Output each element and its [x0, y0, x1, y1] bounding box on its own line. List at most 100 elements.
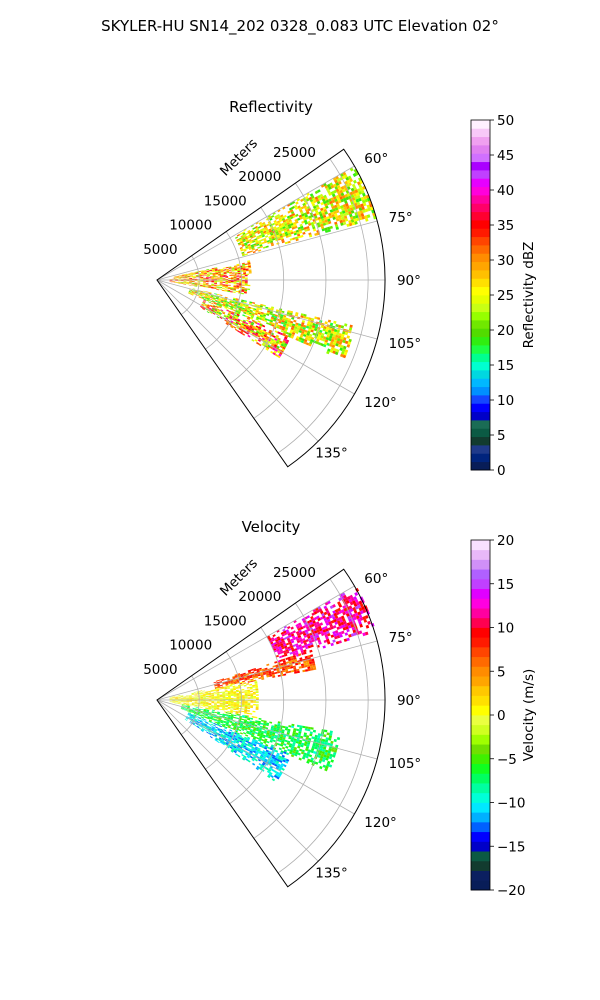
echo-cell	[206, 306, 210, 309]
echo-cell	[201, 296, 205, 299]
echo-cell	[261, 757, 266, 760]
echo-cell	[202, 292, 206, 295]
echo-cell	[318, 625, 322, 630]
echo-cell	[244, 308, 248, 311]
echo-cell	[270, 775, 274, 779]
echo-cell	[308, 659, 312, 663]
echo-cell	[303, 331, 308, 335]
echo-cell	[268, 750, 272, 754]
echo-cell	[214, 284, 217, 286]
echo-cell	[173, 278, 177, 279]
echo-cell	[281, 729, 285, 732]
echo-cell	[309, 731, 313, 735]
echo-cell	[252, 302, 256, 304]
echo-cell	[194, 711, 198, 713]
echo-cell	[305, 646, 309, 650]
echo-cell	[294, 734, 298, 738]
echo-cell	[225, 697, 229, 699]
echo-cell	[270, 242, 274, 245]
colorbar-swatch	[471, 461, 490, 471]
echo-cell	[257, 722, 261, 725]
echo-cell	[212, 298, 216, 300]
echo-cell	[259, 736, 263, 739]
echo-cell	[250, 244, 254, 247]
echo-cell	[240, 330, 244, 334]
echo-cell	[290, 640, 295, 644]
colorbar-swatch	[471, 637, 490, 648]
echo-cell	[357, 618, 361, 622]
echo-cell	[242, 697, 245, 699]
echo-cell	[297, 325, 301, 329]
echo-cell	[326, 755, 330, 759]
echo-cell	[194, 280, 198, 282]
echo-cell	[169, 701, 173, 703]
echo-cell	[282, 219, 286, 223]
echo-cell	[317, 639, 321, 643]
echo-cell	[251, 758, 255, 762]
echo-cell	[202, 301, 206, 303]
range-tick-label: 5000	[143, 242, 177, 258]
echo-cell	[174, 695, 178, 697]
echo-cell	[358, 607, 363, 612]
echo-cell	[191, 281, 195, 282]
echo-cell	[329, 732, 333, 736]
echo-cell	[169, 696, 173, 698]
echo-cell	[183, 284, 187, 285]
echo-cell	[180, 695, 184, 697]
echo-cell	[323, 194, 327, 199]
echo-cell	[264, 758, 268, 762]
echo-cell	[310, 665, 314, 669]
echo-cell	[266, 740, 270, 744]
echo-cell	[191, 704, 195, 706]
range-tick-label: 25000	[273, 145, 316, 161]
echo-cell	[243, 248, 247, 251]
echo-cell	[211, 301, 215, 303]
echo-cell	[229, 746, 233, 749]
echo-cell	[200, 703, 203, 705]
echo-cell	[244, 707, 248, 709]
echo-cell	[271, 672, 275, 675]
echo-cell	[296, 638, 300, 642]
echo-cell	[284, 321, 288, 324]
echo-cell	[282, 668, 286, 671]
echo-cell	[222, 713, 226, 715]
echo-cell	[254, 313, 258, 316]
echo-cell	[187, 275, 191, 277]
echo-cell	[242, 320, 246, 324]
echo-cell	[222, 697, 226, 699]
echo-cell	[332, 604, 336, 608]
echo-cell	[213, 716, 217, 719]
echo-cell	[255, 687, 259, 689]
echo-cell	[325, 205, 329, 209]
echo-cell	[234, 268, 238, 271]
range-ring	[253, 182, 327, 419]
echo-cell	[305, 631, 309, 635]
echo-cell	[214, 728, 218, 731]
echo-cell	[240, 674, 244, 677]
polar-grid	[156, 158, 385, 454]
echo-cell	[189, 700, 192, 701]
echo-cell	[220, 310, 223, 313]
echo-cell	[316, 739, 320, 743]
echo-cell	[231, 731, 235, 734]
echo-cell	[189, 272, 193, 274]
echo-cell	[251, 246, 255, 250]
echo-cell	[199, 293, 203, 295]
echo-cell	[339, 619, 344, 623]
echo-cell	[244, 315, 248, 318]
echo-cell	[233, 740, 237, 743]
echo-cell	[265, 337, 269, 341]
echo-cell	[271, 778, 276, 782]
echo-cell	[283, 625, 287, 629]
echo-cell	[303, 217, 307, 221]
echo-cell	[242, 314, 246, 317]
echo-cell	[216, 702, 220, 704]
echo-cell	[196, 275, 199, 277]
echo-cell	[322, 328, 326, 332]
echo-cell	[266, 240, 270, 243]
echo-cell	[227, 717, 231, 720]
echo-cell	[266, 217, 270, 221]
echo-cell	[284, 343, 288, 346]
echo-cell	[183, 698, 187, 699]
echo-cell	[195, 271, 199, 273]
